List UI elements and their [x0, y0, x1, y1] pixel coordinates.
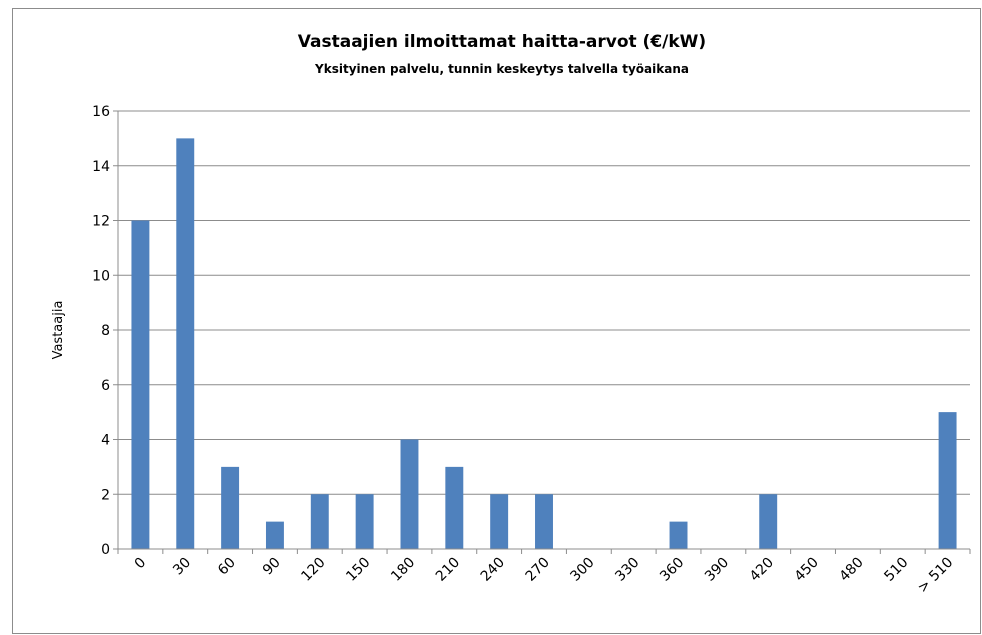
y-tick-label: 2 — [101, 487, 110, 503]
bar — [355, 494, 374, 549]
y-axis-label: Vastaajia — [51, 301, 66, 360]
y-tick-label: 0 — [101, 542, 110, 558]
bar — [535, 494, 553, 549]
bar — [938, 412, 957, 549]
y-tick-label: 14 — [92, 159, 110, 175]
y-tick-label: 6 — [101, 378, 110, 394]
bar — [669, 521, 688, 549]
bar — [221, 466, 240, 549]
chart-title: Vastaajien ilmoittamat haitta-arvot (€/k… — [298, 32, 706, 52]
chart-subtitle: Yksityinen palvelu, tunnin keskeytys tal… — [314, 62, 689, 76]
bar — [131, 220, 150, 549]
bar — [445, 466, 464, 549]
y-tick-label: 10 — [92, 268, 110, 284]
bar — [265, 521, 284, 549]
bar — [400, 439, 419, 549]
bar — [310, 494, 329, 549]
y-tick-label: 12 — [92, 214, 110, 230]
y-tick-label: 16 — [92, 104, 110, 120]
y-tick-label: 4 — [101, 433, 110, 449]
bar — [176, 138, 195, 549]
bar — [759, 494, 778, 549]
bar — [490, 494, 509, 549]
y-tick-label: 8 — [101, 323, 110, 339]
